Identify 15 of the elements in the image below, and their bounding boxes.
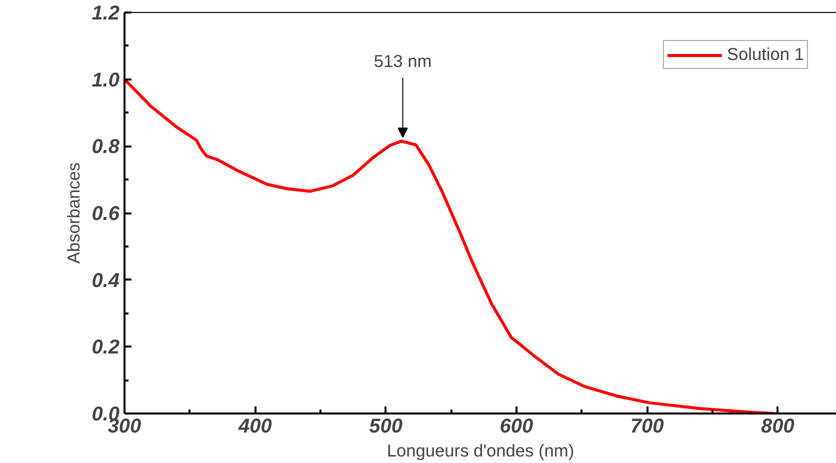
legend-label: Solution 1 [726,44,804,65]
x-axis-title: Longueurs d'ondes (nm) [386,440,574,460]
y-tick-label: 1.2 [92,2,120,24]
x-tick-label: 800 [761,416,794,438]
x-tick-label: 600 [500,416,534,438]
x-tick-label: 500 [369,416,402,438]
x-tick-label: 700 [630,416,664,438]
y-axis-title: Absorbances [64,162,84,264]
y-tick-label: 1.0 [92,69,120,92]
y-tick-label: 0.4 [92,270,120,292]
y-tick-label: 0.8 [92,136,120,158]
y-tick-label: 0.2 [92,336,120,359]
x-tick-label: 400 [237,416,272,438]
y-tick-label: 0.6 [92,203,120,225]
annotation: 513 nm [374,50,432,71]
